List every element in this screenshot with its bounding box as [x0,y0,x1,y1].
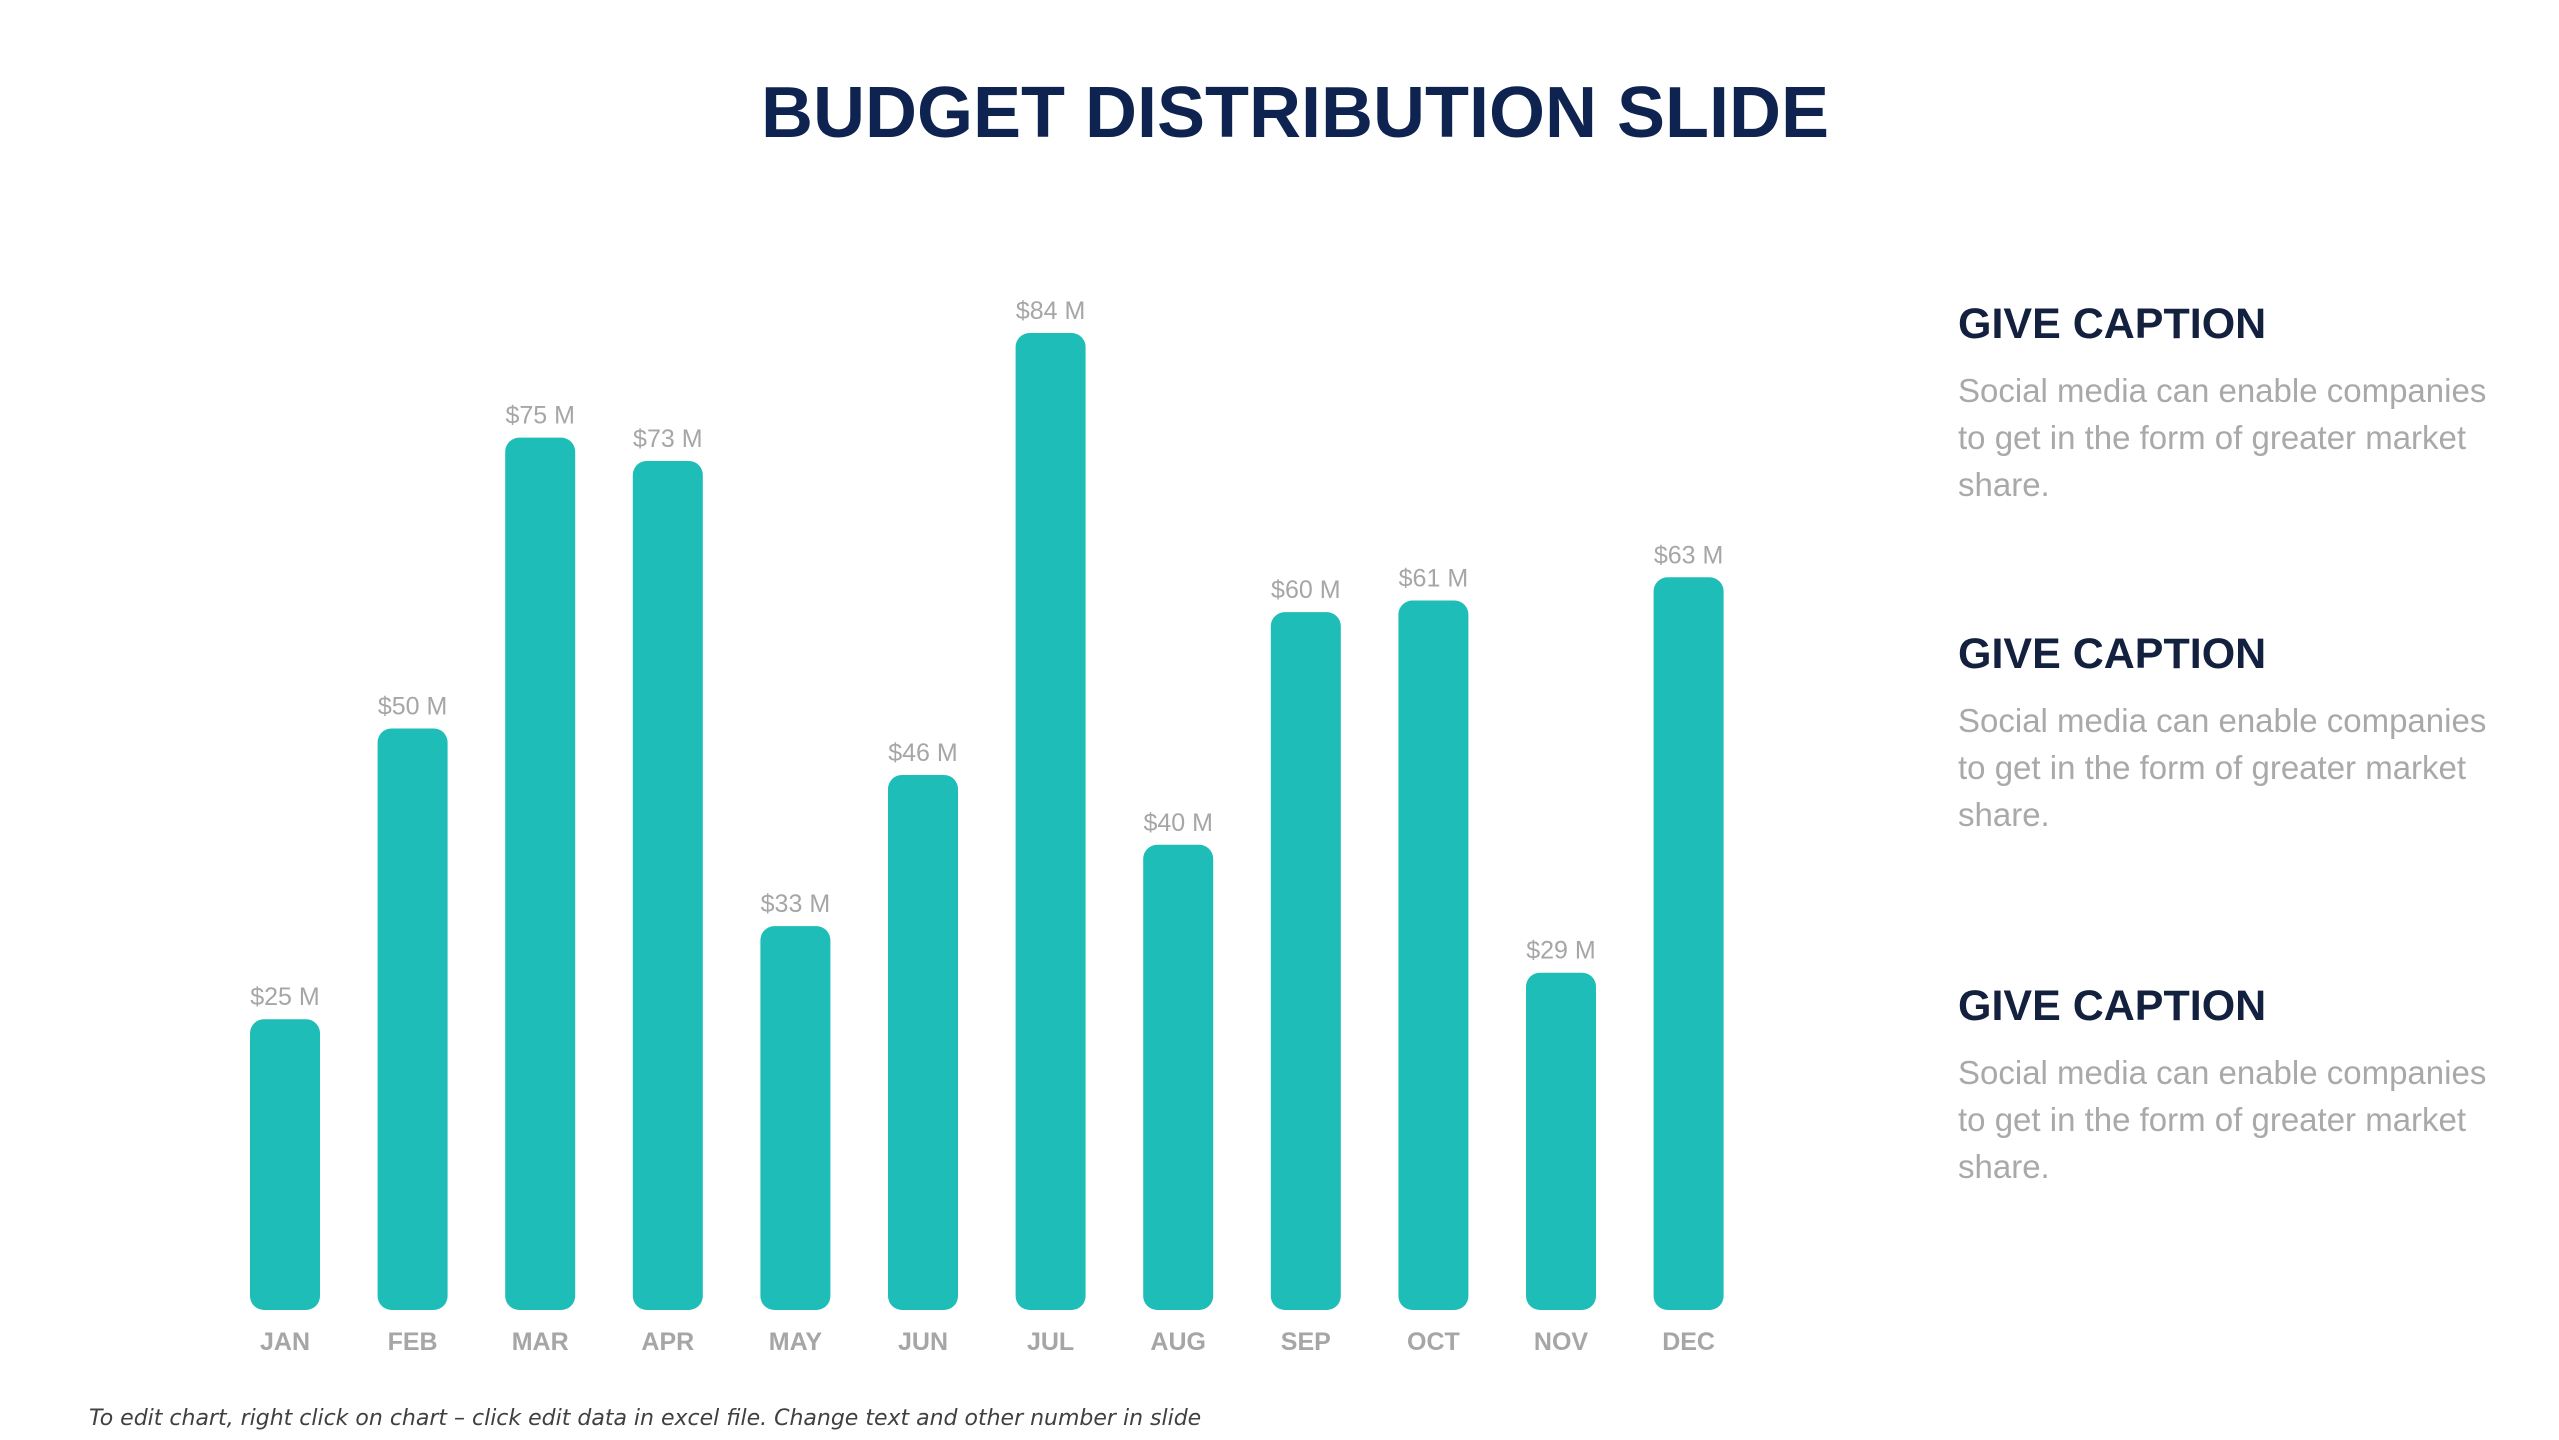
x-tick-jan: JAN [260,1328,310,1356]
caption-body: Social media can enable companies to get… [1958,702,2487,834]
caption-heading: GIVE CAPTION [1958,300,2267,348]
bar-jun [888,774,958,1310]
x-tick-may: MAY [769,1328,823,1356]
data-labels-layer: $25 M $50 M $75 M $73 M $33 M $46 M $84 M $40 M… [250,297,1723,1011]
x-axis-ticks-layer: JAN FEB MAR APR MAY JUN JUL AUG SEP OCT NOV DEC [260,1328,1715,1356]
data-label-dec: $63 M [1654,541,1723,569]
data-label-jul: $84 M [1016,297,1085,325]
bar-feb [377,728,448,1310]
x-tick-feb: FEB [388,1328,438,1356]
data-label-apr: $73 M [633,425,702,453]
data-label-feb: $50 M [378,692,447,720]
caption-heading: GIVE CAPTION [1958,630,2267,678]
x-tick-sep: SEP [1281,1328,1331,1356]
budget-bar-chart: $25 M $50 M $75 M $73 M $33 M $46 M $84 M $40 M… [250,297,1724,1356]
data-label-sep: $60 M [1271,576,1340,604]
bar-apr [632,460,703,1310]
data-label-aug: $40 M [1143,809,1212,837]
caption-block-1: GIVE CAPTION Social media can enable com… [1958,300,2518,508]
x-tick-nov: NOV [1534,1328,1589,1356]
bar-nov [1526,972,1596,1310]
bar-sep [1270,612,1341,1310]
data-label-jan: $25 M [250,983,319,1011]
caption-heading: GIVE CAPTION [1958,982,2267,1030]
data-label-mar: $75 M [505,402,574,430]
x-tick-oct: OCT [1407,1328,1460,1356]
x-tick-jul: JUL [1027,1328,1074,1356]
bar-mar [505,437,576,1310]
caption-body: Social media can enable companies to get… [1958,372,2487,504]
x-tick-jun: JUN [898,1328,948,1356]
data-label-oct: $61 M [1399,565,1468,593]
data-label-may: $33 M [761,890,830,918]
caption-block-3: GIVE CAPTION Social media can enable com… [1958,982,2518,1190]
x-tick-mar: MAR [512,1328,569,1356]
data-label-nov: $29 M [1526,937,1595,965]
bar-dec [1653,577,1724,1310]
caption-block-2: GIVE CAPTION Social media can enable com… [1958,630,2518,838]
x-tick-aug: AUG [1150,1328,1206,1356]
bar-aug [1143,844,1214,1310]
caption-body: Social media can enable companies to get… [1958,1054,2487,1186]
bar-may [760,926,831,1310]
x-tick-apr: APR [641,1328,694,1356]
bar-jan [250,1019,320,1310]
data-label-jun: $46 M [888,739,957,767]
bar-jul [1015,333,1086,1310]
edit-chart-footnote: To edit chart, right click on chart – cl… [89,1406,1202,1431]
bar-oct [1398,600,1469,1310]
x-tick-dec: DEC [1662,1328,1715,1356]
slide-title: BUDGET DISTRIBUTION SLIDE [760,73,1829,153]
bars-layer [250,333,1724,1310]
